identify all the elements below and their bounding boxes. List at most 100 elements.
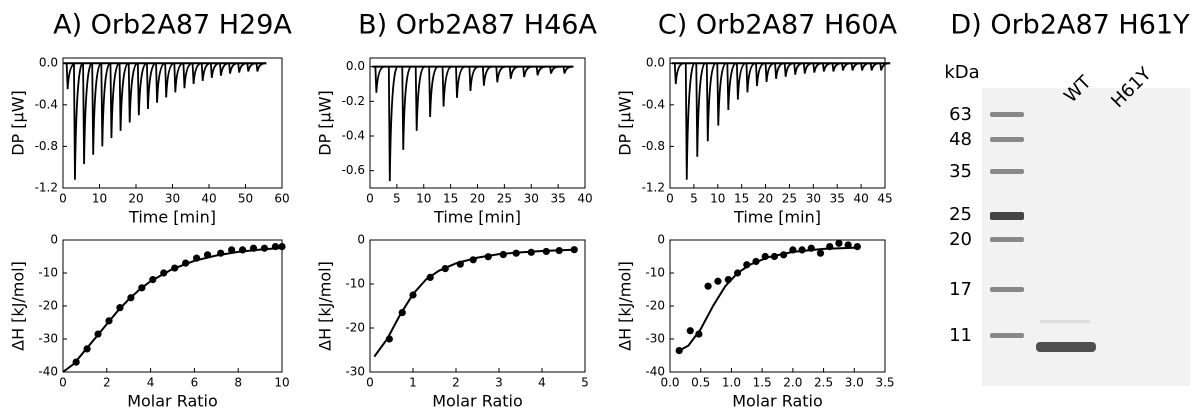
- x-tick-label: 3.0: [845, 376, 864, 390]
- x-tick-label: 0: [666, 192, 674, 206]
- marker-band: [990, 137, 1024, 142]
- injection-peak: [173, 62, 184, 93]
- marker-label: 35: [949, 161, 972, 182]
- fit-line: [373, 248, 577, 358]
- plot-frame: [62, 239, 283, 373]
- marker-band: [990, 287, 1024, 292]
- x-tick-label: 10: [92, 192, 107, 206]
- injection-peak: [831, 62, 842, 72]
- injection-peak: [468, 65, 479, 91]
- injection-peak: [695, 62, 706, 157]
- x-tick-label: 20: [470, 192, 485, 206]
- x-tick-label: 30: [165, 192, 180, 206]
- y-tick-label: 0: [50, 233, 58, 247]
- data-point: [844, 241, 852, 249]
- y-axis-label: ΔH [kJ/mol]: [616, 261, 635, 351]
- y-tick-label: -40: [645, 365, 665, 379]
- marker-label: 48: [949, 129, 972, 150]
- x-tick-label: 2: [103, 376, 111, 390]
- x-tick-label: 30: [524, 192, 539, 206]
- injection-peak: [414, 65, 426, 131]
- marker-band: [990, 237, 1024, 242]
- x-tick-label: 45: [877, 192, 892, 206]
- y-tick-label: -0.8: [642, 139, 665, 153]
- x-tick-label: 0.5: [691, 376, 710, 390]
- panel-title: D) Orb2A87 H61Y: [950, 10, 1190, 41]
- injection-peak: [100, 62, 111, 147]
- injection-peak: [783, 62, 794, 77]
- y-tick-label: -30: [345, 365, 365, 379]
- injection-peak: [735, 62, 747, 100]
- injection-peak: [182, 62, 193, 89]
- y-tick-label: 0.0: [646, 56, 665, 70]
- injection-peak: [200, 62, 211, 81]
- unit-label: kDa: [944, 62, 979, 83]
- injection-peak: [684, 62, 696, 180]
- x-tick-label: 15: [734, 192, 749, 206]
- x-axis-label: Time [min]: [128, 208, 216, 227]
- y-axis-label: DP [μW]: [316, 90, 335, 156]
- x-tick-label: 5: [393, 192, 401, 206]
- injection-peak: [155, 62, 166, 103]
- injection-peak: [209, 62, 220, 78]
- injection-peak: [562, 65, 573, 74]
- marker-band: [990, 212, 1024, 220]
- injection-peak: [850, 62, 861, 71]
- injection-peak: [705, 62, 717, 142]
- injection-peak: [428, 65, 439, 117]
- marker-band: [990, 112, 1024, 117]
- y-tick-label: -30: [38, 332, 58, 346]
- y-tick-label: -10: [38, 266, 58, 280]
- injection-peak: [812, 62, 823, 73]
- y-tick-label: -0.2: [342, 94, 365, 108]
- x-tick-label: 6: [191, 376, 199, 390]
- x-tick-label: 50: [238, 192, 253, 206]
- data-point: [695, 330, 703, 338]
- panel-title: B) Orb2A87 H46A: [358, 10, 597, 41]
- injection-peak: [387, 65, 399, 182]
- x-tick-label: 25: [782, 192, 797, 206]
- plot-frame: [369, 239, 586, 373]
- injection-peak: [136, 62, 148, 116]
- faint-band: [1040, 320, 1090, 323]
- x-tick-label: 30: [806, 192, 821, 206]
- panel-title: A) Orb2A87 H29A: [53, 10, 292, 41]
- x-tick-label: 35: [830, 192, 845, 206]
- x-tick-label: 2: [452, 376, 460, 390]
- x-tick-label: 0: [366, 376, 374, 390]
- injection-peak: [146, 62, 157, 109]
- injection-peak: [841, 62, 852, 71]
- injection-peak: [109, 62, 120, 139]
- injection-peak: [91, 62, 102, 155]
- injection-peak: [879, 62, 890, 71]
- injection-peak: [508, 65, 519, 79]
- y-tick-label: -1.2: [35, 181, 58, 195]
- x-tick-label: 5: [581, 376, 589, 390]
- y-tick-label: -0.4: [342, 129, 365, 143]
- marker-label: 17: [949, 279, 972, 300]
- x-tick-label: 2.0: [783, 376, 802, 390]
- x-tick-label: 3.5: [875, 376, 894, 390]
- x-tick-label: 1.5: [753, 376, 772, 390]
- injection-peak: [441, 65, 452, 107]
- y-tick-label: -0.4: [35, 97, 58, 111]
- injection-peak: [219, 62, 230, 76]
- fit-line: [675, 246, 858, 354]
- injection-peak: [481, 65, 493, 86]
- x-axis-label: Time [min]: [733, 208, 821, 227]
- injection-peak: [802, 62, 813, 74]
- wt-band: [1036, 342, 1096, 352]
- injection-peak: [191, 62, 202, 85]
- injection-peak: [118, 62, 130, 131]
- injection-peak: [455, 65, 466, 98]
- x-tick-label: 1: [409, 376, 417, 390]
- marker-label: 11: [949, 325, 972, 346]
- x-tick-label: 0.0: [660, 376, 679, 390]
- injection-peak: [549, 65, 560, 74]
- injection-peak: [860, 62, 871, 71]
- x-tick-label: 60: [274, 192, 289, 206]
- injection-peak: [535, 65, 546, 76]
- injection-peak: [821, 62, 832, 72]
- data-point: [853, 243, 861, 251]
- injection-peak: [745, 62, 756, 93]
